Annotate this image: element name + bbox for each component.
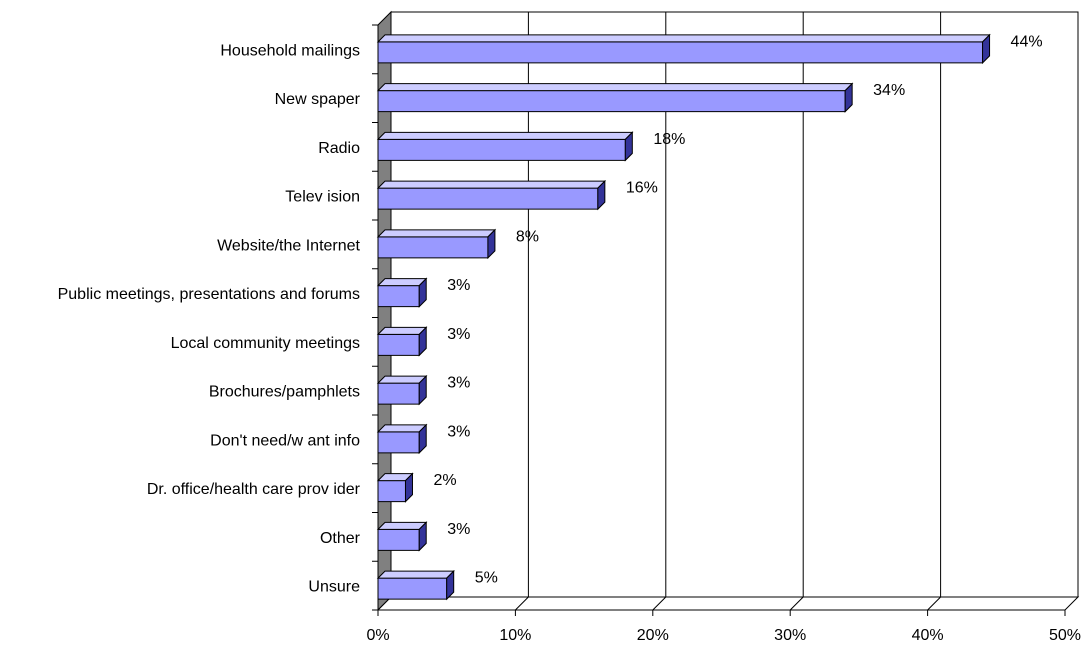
x-tick-label: 0% [366, 627, 389, 644]
bar [376, 423, 428, 455]
category-label: Public meetings, presentations and forum… [58, 286, 360, 303]
chart-bars [376, 33, 991, 601]
bar [376, 472, 414, 503]
data-label: 8% [516, 228, 539, 245]
category-label: New spaper [275, 91, 361, 108]
category-label: Unsure [308, 579, 360, 596]
data-label: 16% [626, 180, 658, 197]
x-tick-label: 30% [774, 627, 806, 644]
category-labels: Household mailings New spaper Radio Telev i… [58, 42, 361, 595]
data-label: 34% [873, 82, 905, 99]
bar [376, 228, 497, 260]
bar [376, 179, 607, 211]
bar [376, 326, 428, 357]
data-label: 2% [433, 472, 456, 489]
data-label: 44% [1011, 33, 1043, 50]
category-label: Other [320, 530, 361, 547]
category-label: Don't need/w ant info [210, 432, 360, 449]
category-label: Radio [318, 140, 360, 157]
category-label: Household mailings [220, 42, 360, 59]
data-label: 3% [447, 375, 470, 392]
bar [376, 521, 428, 552]
category-label: Dr. office/health care prov ider [147, 481, 361, 498]
floor [376, 596, 1080, 611]
category-label: Website/the Internet [217, 237, 360, 254]
bar [376, 277, 428, 308]
floor-gridline [927, 596, 941, 611]
bar [376, 569, 455, 601]
bar [376, 33, 991, 65]
category-label: Local community meetings [171, 335, 360, 352]
x-axis: 0% 10% 20% 30% 40% 50% [366, 24, 1081, 644]
bar [376, 374, 428, 406]
floor-gridline [515, 596, 529, 611]
data-label: 3% [447, 277, 470, 294]
data-label: 3% [447, 521, 470, 538]
category-label: Telev ision [285, 189, 360, 206]
category-label: Brochures/pamphlets [209, 384, 360, 401]
data-label: 18% [653, 131, 685, 148]
value-labels: 44% 34% 18% 16% 8% 3% 3% 3% 3% 2% 3% 5% [433, 33, 1042, 586]
bar [376, 131, 634, 162]
x-tick-label: 40% [912, 627, 944, 644]
data-label: 5% [475, 570, 498, 587]
x-tick-label: 50% [1049, 627, 1081, 644]
floor-gridline [789, 596, 804, 611]
data-label: 3% [447, 423, 470, 440]
x-tick-label: 10% [499, 627, 531, 644]
x-tick-label: 20% [637, 627, 669, 644]
data-label: 3% [447, 326, 470, 343]
floor-gridline [652, 596, 667, 611]
bar [376, 82, 854, 113]
